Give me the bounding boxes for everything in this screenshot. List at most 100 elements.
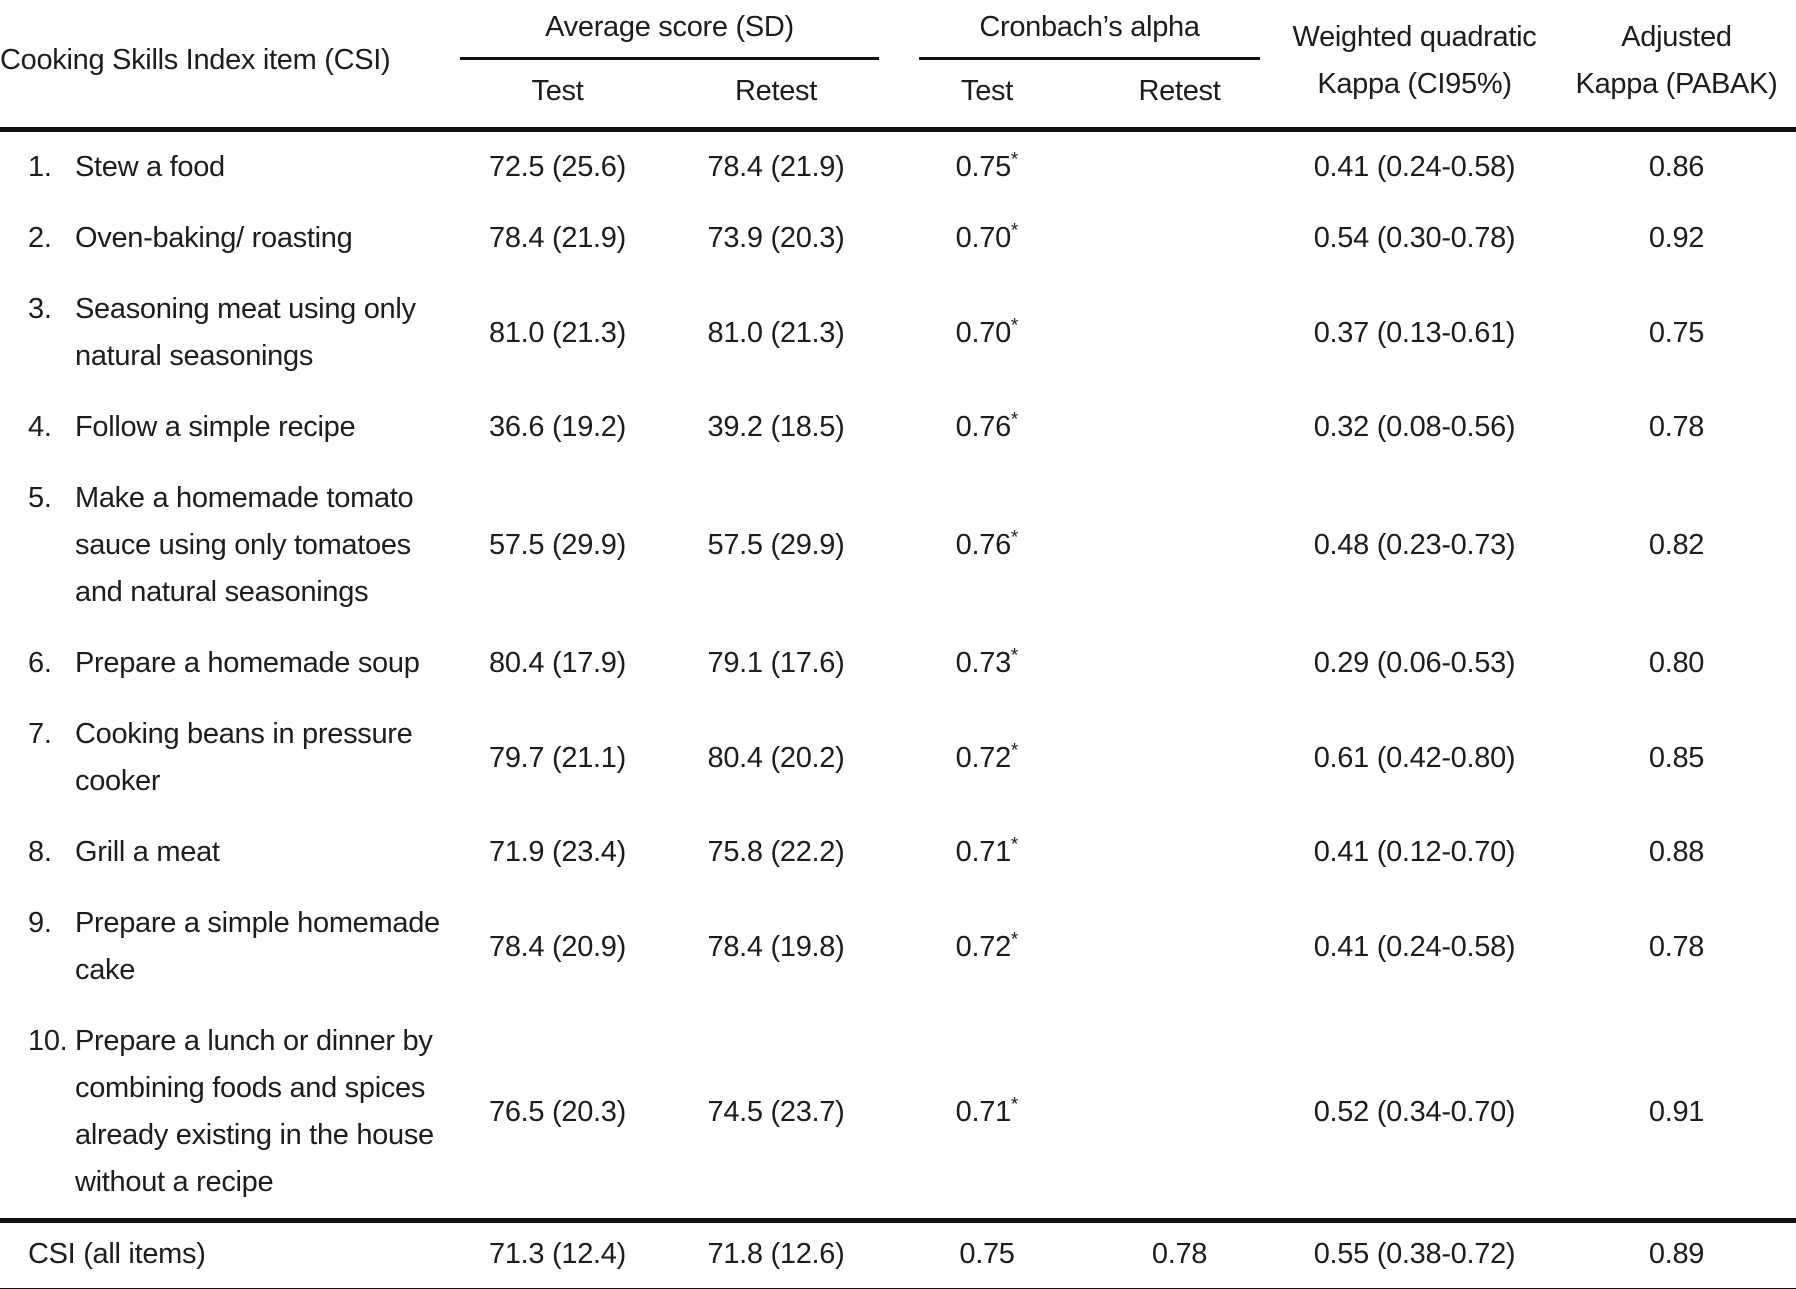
alpha-test-value: 0.76* [955, 409, 1019, 443]
avg-test-value: 78.4 (21.9) [489, 222, 626, 254]
item-label: Make a homemade tomato sauce using only … [75, 482, 414, 608]
item-number: 5. [28, 482, 52, 514]
item-number: 4. [28, 411, 52, 443]
item-label: Prepare a simple homemade cake [75, 907, 440, 986]
table-row: 8. Grill a meat 71.9 (23.4) 75.8 (22.2) … [0, 817, 1796, 888]
avg-retest-value: 71.8 (12.6) [665, 1218, 887, 1289]
table-row: 3. Seasoning meat using only natural sea… [0, 274, 1796, 392]
alpha-retest-value [1087, 392, 1272, 463]
column-header-weighted-kappa: Weighted quadratic Kappa (CI95%) [1272, 0, 1557, 132]
alpha-retest-value [1087, 203, 1272, 274]
item-number: 6. [28, 647, 52, 679]
pabak-value: 0.78 [1648, 930, 1705, 963]
alpha-retest-value [1087, 130, 1272, 204]
kappa-value: 0.41 (0.24-0.58) [1313, 151, 1516, 183]
table-row: 5. Make a homemade tomato sauce using on… [0, 463, 1796, 628]
table-row: 2. Oven-baking/ roasting 78.4 (21.9) 73.… [0, 203, 1796, 274]
avg-retest-value: 57.5 (29.9) [707, 529, 845, 561]
alpha-retest-value [1087, 274, 1272, 392]
alpha-test-value: 0.71* [955, 834, 1019, 868]
avg-retest-value: 78.4 (21.9) [707, 151, 845, 183]
column-group-cronbach-alpha: Cronbach’s alpha [887, 0, 1272, 60]
pabak-value: 0.86 [1648, 151, 1705, 183]
item-label: Cooking beans in pressure cooker [75, 718, 413, 797]
significance-asterisk: * [1010, 739, 1019, 761]
significance-asterisk: * [1010, 220, 1019, 242]
alpha-test-value: 0.70* [955, 314, 1019, 349]
alpha-test-value: 0.71* [955, 1093, 1019, 1128]
avg-retest-value: 73.9 (20.3) [707, 222, 845, 254]
column-header-item: Cooking Skills Index item (CSI) [0, 0, 450, 132]
avg-test-value: 76.5 (20.3) [489, 1095, 626, 1128]
pabak-value: 0.89 [1557, 1218, 1796, 1289]
table-row: 1. Stew a food 72.5 (25.6) 78.4 (21.9) 0… [0, 130, 1796, 204]
avg-test-value: 72.5 (25.6) [489, 151, 626, 183]
table-body: 1. Stew a food 72.5 (25.6) 78.4 (21.9) 0… [0, 130, 1796, 1289]
item-number: 1. [28, 151, 52, 183]
kappa-value: 0.61 (0.42-0.80) [1313, 741, 1516, 774]
item-label: Follow a simple recipe [75, 411, 356, 443]
significance-asterisk: * [1010, 928, 1019, 950]
item-label: Prepare a lunch or dinner by combining f… [75, 1025, 434, 1198]
pabak-value: 0.88 [1648, 836, 1705, 868]
average-score-group-label: Average score (SD) [460, 0, 879, 60]
alpha-test-value: 0.75* [955, 149, 1019, 183]
significance-asterisk: * [1010, 409, 1019, 431]
avg-retest-value: 80.4 (20.2) [707, 741, 845, 774]
alpha-test-value: 0.76* [955, 527, 1019, 561]
kappa-value: 0.41 (0.12-0.70) [1313, 836, 1516, 868]
pabak-value: 0.85 [1648, 741, 1705, 774]
item-number: 10. [28, 1025, 68, 1057]
item-number: 9. [28, 907, 52, 939]
avg-retest-value: 78.4 (19.8) [707, 930, 845, 963]
significance-asterisk: * [1010, 834, 1019, 856]
pabak-value: 0.78 [1648, 411, 1705, 443]
avg-test-value: 81.0 (21.3) [489, 316, 626, 349]
alpha-retest-value: 0.78 [1087, 1218, 1272, 1289]
subheader-avg-retest: Retest [665, 60, 887, 132]
alpha-retest-value [1087, 628, 1272, 699]
alpha-retest-value [1087, 1006, 1272, 1221]
significance-asterisk: * [1010, 645, 1019, 667]
table-row: 4. Follow a simple recipe 36.6 (19.2) 39… [0, 392, 1796, 463]
avg-retest-value: 75.8 (22.2) [707, 836, 845, 868]
alpha-test-value: 0.70* [955, 220, 1019, 254]
table-row: 10. Prepare a lunch or dinner by combini… [0, 1006, 1796, 1221]
avg-test-value: 71.3 (12.4) [450, 1218, 665, 1289]
cronbach-alpha-group-label: Cronbach’s alpha [919, 0, 1260, 60]
kappa-value: 0.52 (0.34-0.70) [1313, 1095, 1516, 1128]
pabak-value: 0.92 [1648, 222, 1705, 254]
summary-label: CSI (all items) [0, 1218, 450, 1289]
item-number: 8. [28, 836, 52, 868]
pabak-value: 0.75 [1648, 316, 1705, 349]
significance-asterisk: * [1010, 314, 1019, 336]
subheader-alpha-retest: Retest [1087, 60, 1272, 132]
avg-retest-value: 74.5 (23.7) [707, 1095, 845, 1128]
kappa-value: 0.54 (0.30-0.78) [1313, 222, 1516, 254]
item-label: Prepare a homemade soup [75, 647, 420, 679]
column-group-average-score: Average score (SD) [450, 0, 887, 60]
alpha-test-value: 0.72* [955, 928, 1019, 963]
pabak-value: 0.82 [1648, 529, 1705, 561]
subheader-avg-test: Test [450, 60, 665, 132]
avg-test-value: 71.9 (23.4) [489, 836, 626, 868]
alpha-retest-value [1087, 888, 1272, 1006]
alpha-retest-value [1087, 463, 1272, 628]
pabak-value: 0.80 [1648, 647, 1705, 679]
pabak-value: 0.91 [1648, 1095, 1705, 1128]
alpha-test-value: 0.73* [955, 645, 1019, 679]
avg-test-value: 79.7 (21.1) [489, 741, 626, 774]
item-number: 3. [28, 293, 52, 325]
avg-test-value: 36.6 (19.2) [489, 411, 626, 443]
kappa-value: 0.41 (0.24-0.58) [1313, 930, 1516, 963]
item-number: 7. [28, 718, 52, 750]
table-row: 9. Prepare a simple homemade cake 78.4 (… [0, 888, 1796, 1006]
avg-test-value: 80.4 (17.9) [489, 647, 626, 679]
subheader-alpha-test: Test [887, 60, 1087, 132]
kappa-value: 0.32 (0.08-0.56) [1313, 411, 1516, 443]
alpha-test-value: 0.75 [887, 1218, 1087, 1289]
item-label: Grill a meat [75, 836, 220, 868]
summary-row: CSI (all items) 71.3 (12.4) 71.8 (12.6) … [0, 1218, 1796, 1289]
